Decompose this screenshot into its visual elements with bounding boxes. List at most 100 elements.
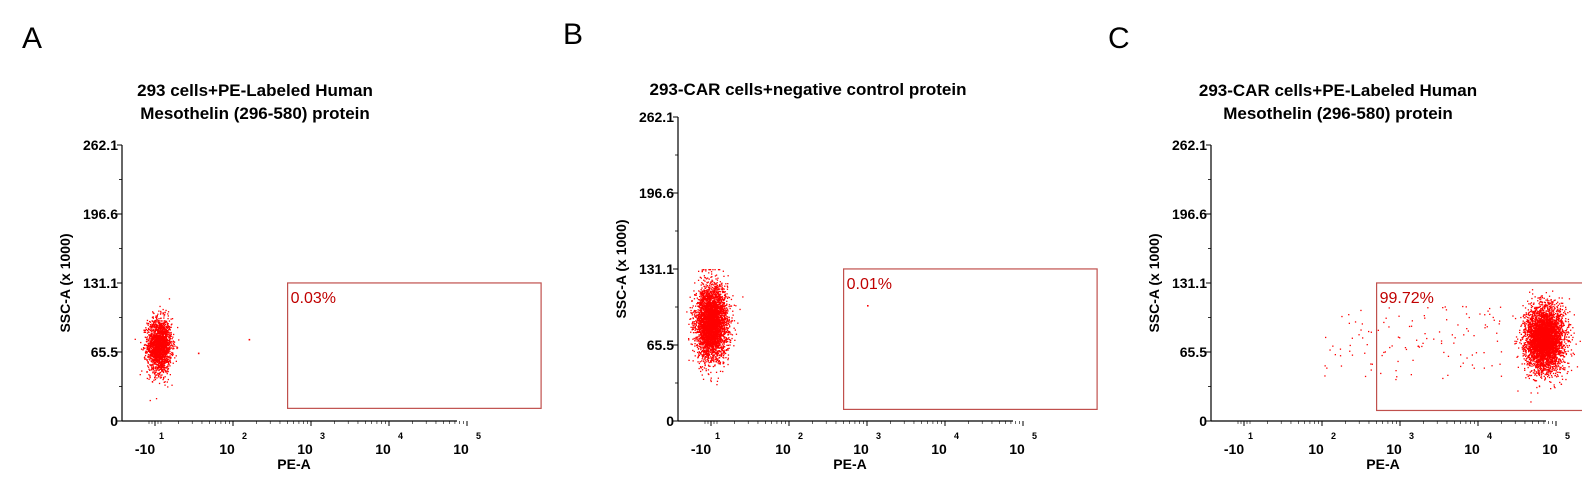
event-point bbox=[166, 366, 168, 368]
event-point bbox=[717, 358, 719, 360]
event-point bbox=[697, 318, 700, 320]
event-point bbox=[724, 291, 726, 293]
event-point bbox=[155, 343, 158, 345]
event-point bbox=[711, 348, 714, 350]
event-point bbox=[691, 300, 693, 302]
event-point bbox=[709, 284, 711, 286]
event-point bbox=[716, 355, 719, 357]
event-point bbox=[153, 344, 155, 346]
event-point bbox=[154, 362, 156, 364]
event-point bbox=[690, 312, 692, 314]
event-point bbox=[718, 296, 720, 298]
event-point bbox=[701, 366, 704, 368]
event-point bbox=[705, 314, 707, 316]
event-point bbox=[162, 332, 164, 334]
event-point bbox=[166, 341, 168, 343]
event-point bbox=[697, 357, 699, 359]
event-point bbox=[157, 356, 159, 358]
event-point bbox=[149, 321, 152, 323]
event-point bbox=[151, 359, 153, 362]
event-point bbox=[163, 342, 165, 344]
event-point bbox=[165, 341, 167, 344]
event-point bbox=[696, 303, 698, 305]
event-point bbox=[152, 337, 155, 339]
event-point bbox=[713, 359, 715, 361]
panel-label: A bbox=[22, 22, 43, 55]
event-point bbox=[692, 332, 695, 334]
event-point bbox=[156, 319, 159, 321]
event-point bbox=[699, 337, 702, 339]
event-point bbox=[147, 342, 149, 344]
event-point bbox=[146, 348, 148, 351]
event-point bbox=[698, 329, 701, 331]
event-point bbox=[700, 353, 702, 356]
y-tick-label: 196.6 bbox=[639, 185, 674, 201]
event-point bbox=[717, 352, 720, 355]
event-point bbox=[701, 355, 703, 357]
event-point bbox=[699, 366, 702, 368]
event-point bbox=[710, 341, 712, 343]
event-point bbox=[702, 356, 704, 358]
event-point bbox=[160, 367, 163, 369]
event-point bbox=[715, 291, 718, 294]
event-point bbox=[706, 293, 708, 295]
event-point bbox=[700, 284, 702, 286]
event-point bbox=[717, 377, 719, 379]
event-point bbox=[158, 357, 161, 359]
event-point bbox=[704, 286, 706, 288]
event-point bbox=[168, 320, 171, 322]
event-point bbox=[716, 288, 718, 290]
event-point bbox=[159, 333, 161, 335]
event-point bbox=[164, 333, 166, 335]
event-point bbox=[151, 341, 153, 343]
event-point bbox=[697, 347, 700, 350]
event-point bbox=[164, 327, 166, 329]
event-point bbox=[163, 331, 165, 333]
event-point bbox=[710, 271, 713, 273]
event-point bbox=[712, 301, 714, 303]
event-point bbox=[697, 311, 699, 313]
event-point bbox=[159, 323, 161, 325]
event-point bbox=[163, 335, 165, 338]
event-point bbox=[727, 331, 730, 334]
event-point bbox=[151, 347, 153, 350]
event-point bbox=[152, 368, 155, 370]
event-point bbox=[158, 350, 160, 352]
event-point bbox=[161, 361, 164, 363]
event-point bbox=[709, 349, 712, 351]
event-point bbox=[712, 331, 714, 333]
event-point bbox=[166, 346, 168, 348]
event-point bbox=[708, 287, 710, 289]
y-axis-label: SSC-A (x 1000) bbox=[613, 219, 629, 318]
event-point bbox=[150, 326, 153, 329]
event-point bbox=[163, 361, 166, 363]
event-point bbox=[149, 355, 151, 357]
event-point bbox=[709, 330, 711, 333]
event-point bbox=[149, 336, 151, 338]
event-point bbox=[174, 345, 176, 347]
event-point bbox=[730, 320, 732, 322]
event-point bbox=[716, 336, 718, 338]
event-point bbox=[166, 322, 168, 324]
event-point bbox=[146, 319, 149, 322]
event-point bbox=[149, 353, 151, 355]
event-point bbox=[720, 308, 722, 310]
event-point bbox=[176, 346, 178, 348]
event-point bbox=[716, 299, 718, 301]
event-point bbox=[165, 357, 168, 360]
event-point bbox=[714, 364, 716, 366]
event-point bbox=[725, 331, 727, 333]
event-point bbox=[146, 351, 148, 353]
event-point bbox=[703, 296, 705, 298]
event-point bbox=[166, 332, 168, 334]
event-point bbox=[705, 308, 708, 310]
event-point bbox=[716, 299, 719, 302]
event-point bbox=[145, 327, 147, 329]
event-point bbox=[149, 350, 151, 352]
event-point bbox=[155, 358, 158, 360]
event-point bbox=[248, 338, 251, 341]
event-point bbox=[730, 305, 732, 307]
event-point bbox=[698, 338, 700, 340]
event-point bbox=[148, 322, 150, 325]
event-point bbox=[167, 326, 169, 328]
